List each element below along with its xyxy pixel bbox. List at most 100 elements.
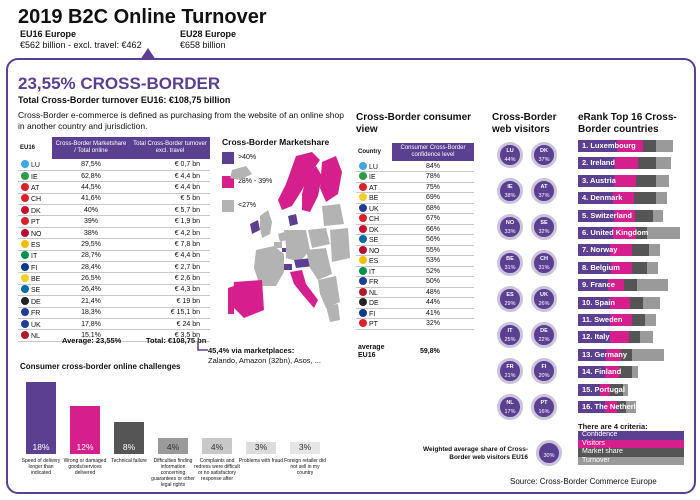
turnover-total-value: € 5 bn bbox=[130, 193, 210, 206]
challenge-bar bbox=[26, 382, 56, 454]
erank-segment bbox=[578, 157, 615, 170]
challenge-category-label: Speed of delivery longer than indicated bbox=[21, 458, 61, 476]
turnover-share: 87,5% bbox=[52, 159, 130, 171]
challenge-bar bbox=[158, 438, 188, 454]
turnover-total-value: € 15,1 bn bbox=[130, 307, 210, 319]
erank-segment bbox=[578, 140, 617, 152]
consumer-row: NL 48% bbox=[356, 287, 474, 298]
erank-row: 5. Switzerland bbox=[578, 209, 686, 222]
visitor-country: AT bbox=[540, 184, 548, 190]
erank-segment bbox=[632, 261, 648, 274]
challenge-category-label: Complaints and redress were difficult or… bbox=[194, 458, 240, 482]
erank-segment bbox=[578, 383, 600, 396]
consumer-row: LU 84% bbox=[356, 161, 474, 172]
turnover-country: SE bbox=[18, 284, 52, 297]
turnover-country: FR bbox=[18, 307, 52, 319]
erank-segment bbox=[578, 279, 609, 292]
erank-segment bbox=[636, 227, 648, 239]
frame-notch bbox=[140, 48, 156, 60]
turnover-total-value: € 4,4 bn bbox=[130, 181, 210, 194]
erank-segment bbox=[608, 279, 625, 292]
turnover-country: BE bbox=[18, 272, 52, 285]
erank-segment bbox=[605, 366, 620, 379]
erank-segment bbox=[647, 261, 658, 274]
flag-icon bbox=[359, 277, 367, 286]
turnover-share: 17,8% bbox=[52, 318, 130, 331]
consumer-row: DE 44% bbox=[356, 297, 474, 309]
turnover-country: LU bbox=[18, 159, 52, 171]
legend-label: <27% bbox=[238, 202, 257, 209]
visitor-country: DK bbox=[540, 148, 548, 154]
country-code: LU bbox=[31, 161, 40, 169]
visitor-country: FR bbox=[506, 364, 514, 370]
marketplaces-pointer-icon bbox=[197, 342, 208, 351]
visitor-circle: AT 37% bbox=[531, 178, 557, 204]
consumer-confidence: 69% bbox=[392, 192, 474, 204]
erank-segment bbox=[623, 383, 628, 396]
country-code: NO bbox=[31, 230, 42, 238]
country-code: FI bbox=[369, 310, 376, 318]
turnover-total-value: € 0,7 bn bbox=[130, 159, 210, 171]
erank-segment bbox=[642, 140, 656, 152]
flag-icon bbox=[21, 228, 29, 237]
erank-label: 5. Switzerland bbox=[582, 210, 633, 220]
challenge-category-label: Wrong or damaged goods/services delivere… bbox=[63, 458, 107, 476]
visitor-percent: 21% bbox=[504, 373, 516, 379]
visitor-percent: 37% bbox=[538, 157, 550, 163]
erank-row: 4. Denmark bbox=[578, 192, 686, 205]
consumer-row: UK 68% bbox=[356, 203, 474, 214]
erank-segment bbox=[578, 192, 613, 205]
visitor-country: UK bbox=[540, 292, 548, 298]
marketshare-title: Cross-Border Marketshare bbox=[222, 137, 330, 147]
legend-label: >40% bbox=[238, 154, 257, 161]
eu28-value: €658 billion bbox=[180, 40, 226, 50]
flag-icon bbox=[359, 308, 367, 317]
visitor-percent: 22% bbox=[538, 337, 550, 343]
cross-border-definition: Cross-Border e-commerce is defined as pu… bbox=[18, 110, 344, 131]
country-code: SE bbox=[369, 237, 379, 245]
turnover-share: 29,5% bbox=[52, 238, 130, 251]
turnover-row: DE 21,4% € 19 bn bbox=[18, 295, 210, 308]
turnover-total-value: € 4,3 bn bbox=[130, 284, 210, 297]
turnover-row: FI 28,4% € 2,7 bn bbox=[18, 261, 210, 274]
consumer-view-table: Country Consumer Cross-Border confidence… bbox=[356, 143, 474, 330]
country-code: CH bbox=[369, 216, 380, 224]
country-code: FI bbox=[31, 264, 38, 272]
challenges-title: Consumer cross-border online challenges bbox=[20, 362, 181, 371]
map-poland bbox=[308, 228, 330, 248]
challenge-bar bbox=[114, 422, 144, 454]
consumer-row: PT 32% bbox=[356, 318, 474, 330]
erank-label: 7. Norway bbox=[582, 245, 618, 255]
erank-segment bbox=[625, 401, 637, 413]
visitor-country: IT bbox=[507, 328, 513, 334]
erank-segment bbox=[621, 348, 632, 361]
erank-segment bbox=[655, 140, 674, 152]
turnover-table: EU16 Cross-Border Marketshare / Total on… bbox=[18, 137, 210, 342]
erank-row: 13. Germany bbox=[578, 348, 686, 361]
erank-segment bbox=[655, 174, 669, 187]
turnover-row: IT 28,7% € 4,4 bn bbox=[18, 250, 210, 263]
turnover-total-value: € 3,5 bn bbox=[130, 329, 210, 342]
country-code: LU bbox=[369, 163, 378, 171]
turnover-row: BE 26,5% € 2,6 bn bbox=[18, 272, 210, 285]
flag-icon bbox=[359, 266, 367, 275]
web-visitors-title: Cross-Border web visitors bbox=[492, 112, 557, 135]
erank-segment bbox=[616, 140, 643, 152]
map-denmark bbox=[288, 214, 298, 226]
consumer-col-confidence: Consumer Cross-Border confidence level bbox=[392, 143, 474, 161]
consumer-row: ES 53% bbox=[356, 255, 474, 267]
web-visitors-average-value: 30% bbox=[543, 453, 555, 459]
erank-segment bbox=[610, 331, 629, 344]
flag-icon bbox=[21, 319, 29, 328]
flag-icon bbox=[359, 287, 367, 296]
challenges-chart: 18% Speed of delivery longer than indicat… bbox=[21, 382, 326, 488]
country-code: DK bbox=[31, 207, 41, 215]
flag-icon bbox=[359, 298, 367, 307]
turnover-share: 28,4% bbox=[52, 261, 130, 274]
turnover-row: NL 15,1% € 3,5 bn bbox=[18, 329, 210, 342]
visitor-percent: 37% bbox=[538, 193, 550, 199]
flag-icon bbox=[21, 296, 29, 305]
erank-label: 8. Belgium bbox=[582, 262, 620, 272]
country-code: NO bbox=[369, 247, 380, 255]
erank-segment bbox=[610, 383, 624, 396]
